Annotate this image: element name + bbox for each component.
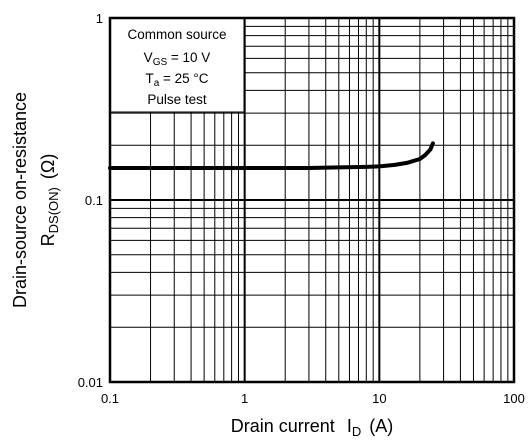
x-tick-label: 0.1 — [101, 391, 119, 406]
x-axis-title-symbol: I — [347, 416, 352, 436]
x-axis-title: Drain current ID (A) — [231, 416, 393, 439]
series-group — [108, 141, 435, 170]
x-tick-label: 100 — [503, 391, 525, 406]
annotation-line-3-rest: = 25 °C — [159, 71, 209, 86]
y-tick-label: 0.1 — [85, 193, 103, 208]
annotation-line-2-symbol: V — [144, 50, 153, 65]
x-tick-label: 1 — [241, 391, 248, 406]
annotation-line-1: Common source — [127, 27, 226, 42]
x-tick-label: 10 — [372, 391, 386, 406]
annotation-line-2-sub: GS — [153, 57, 168, 68]
y-tick-label: 0.01 — [78, 375, 103, 390]
y-axis-title-main: Drain-source on-resistance — [10, 92, 30, 308]
x-axis-title-unit: (A) — [369, 416, 393, 436]
x-axis-title-sub: D — [352, 424, 361, 439]
y-axis-title-symbol: R — [38, 233, 58, 246]
series-line-1 — [108, 141, 435, 170]
y-axis-title-symbol-line: RDS(ON) (Ω) — [38, 154, 61, 247]
annotation-line-2-rest: = 10 V — [167, 50, 210, 65]
y-axis-title-unit: (Ω) — [38, 154, 58, 179]
annotation-line-2: VGS = 10 V — [144, 50, 211, 68]
y-tick-label: 1 — [96, 11, 103, 26]
plot-frame — [108, 16, 516, 384]
annotation-line-3: Ta = 25 °C — [145, 71, 208, 89]
y-axis-title-sub: DS(ON) — [46, 187, 61, 233]
annotation-box: Common source VGS = 10 V Ta = 25 °C Puls… — [109, 17, 245, 113]
annotation-line-3-sub: a — [154, 78, 160, 89]
annotation-line-3-symbol: T — [145, 71, 153, 86]
x-axis-title-main: Drain current — [231, 416, 335, 436]
annotation-box-bg — [109, 17, 245, 113]
annotation-line-4: Pulse test — [147, 92, 207, 107]
